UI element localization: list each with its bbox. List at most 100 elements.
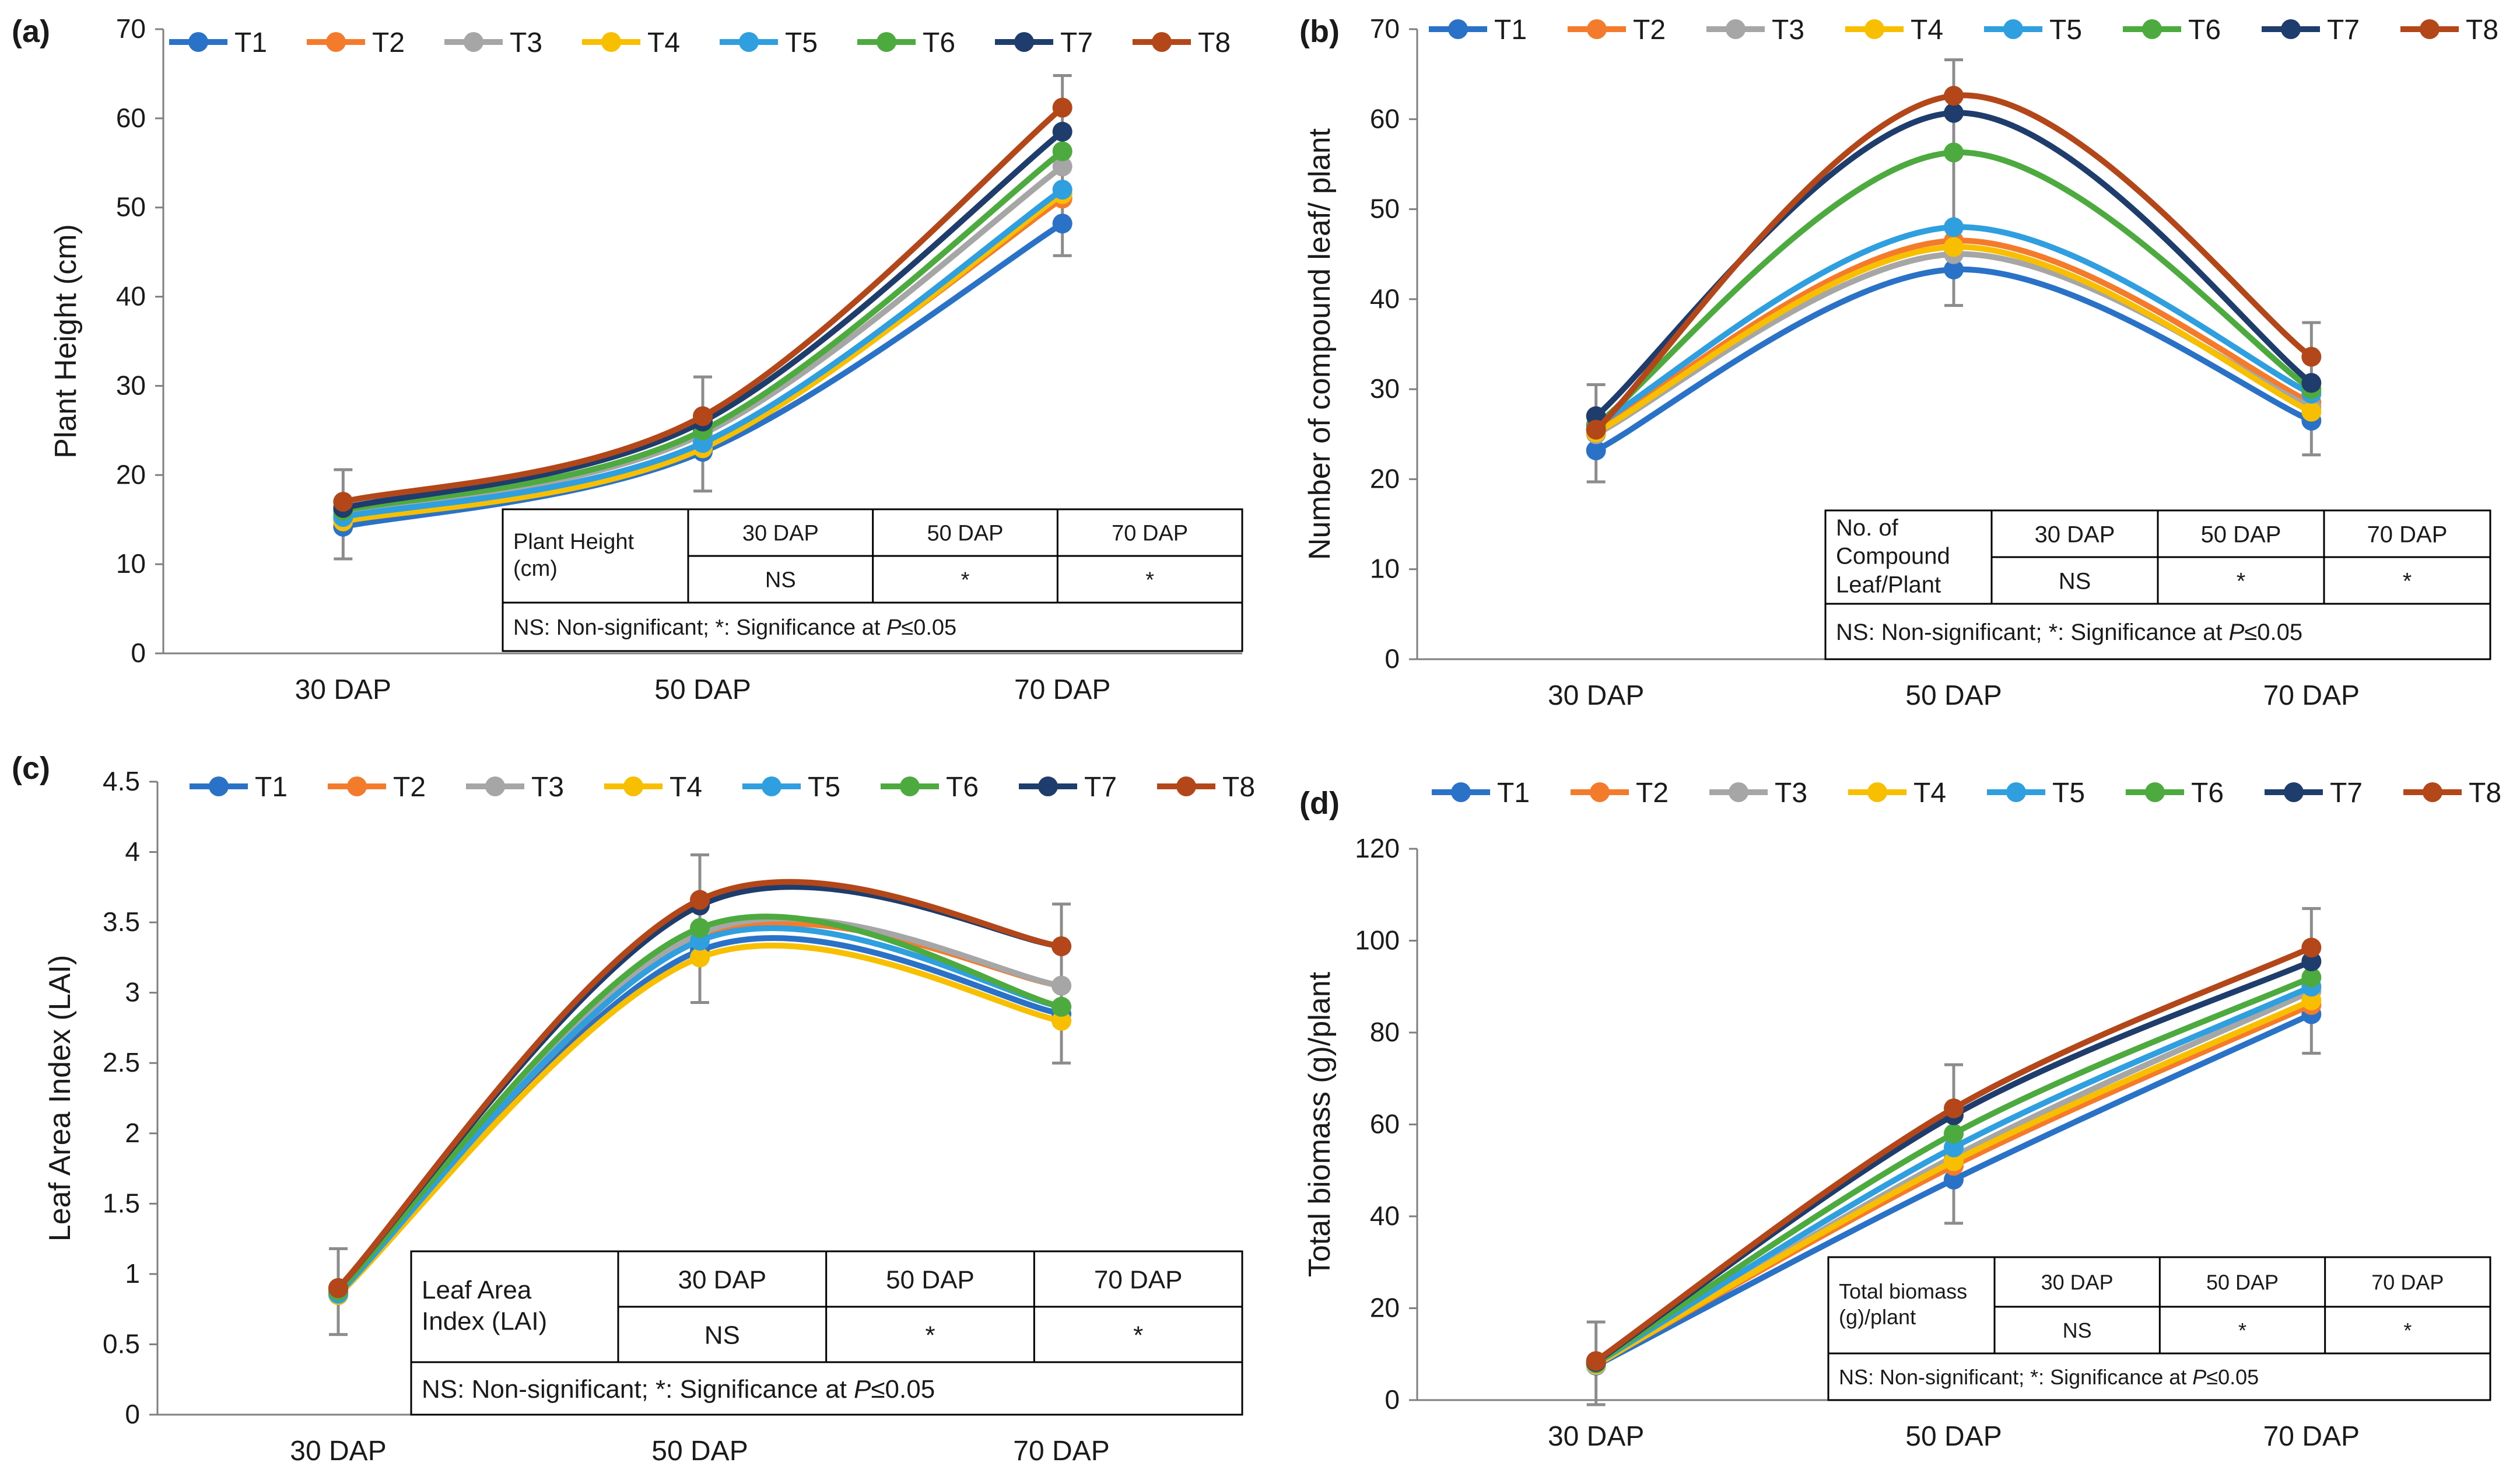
stats-table-value: * [961, 568, 970, 593]
stats-table-value: * [2403, 1318, 2412, 1342]
legend-item-t3: T3 [1706, 15, 1804, 46]
y-tick-label: 2.5 [103, 1047, 140, 1077]
legend-item-t8: T8 [2403, 778, 2501, 809]
legend-item-t8: T8 [2400, 15, 2498, 46]
y-tick-label: 30 [1370, 373, 1400, 404]
legend: T1 T2 T3 T4 T5 T6 T7 T8 [190, 772, 1255, 803]
y-tick-label: 0.5 [103, 1328, 140, 1359]
data-point-t8 [333, 492, 353, 512]
stats-table-value: * [2238, 1318, 2246, 1342]
stats-table-parameter: Plant Height (cm) [513, 530, 634, 581]
svg-text:T8: T8 [1222, 772, 1255, 803]
legend-item-t5: T5 [720, 27, 818, 58]
legend-item-t6: T6 [2123, 15, 2221, 46]
x-tick-label: 50 DAP [651, 1436, 748, 1467]
svg-text:T5: T5 [2049, 15, 2082, 46]
x-tick-label: 50 DAP [654, 674, 751, 705]
legend-item-t7: T7 [995, 27, 1093, 58]
stats-table-header: 30 DAP [678, 1265, 767, 1294]
panel-2: (c) 0 0.5 1 1.5 2 2.5 3 3.5 4 4.5 30 DAP 50 DAP 70 DA… [12, 751, 1255, 1467]
panel-label: (d) [1299, 786, 1340, 821]
panel-label: (b) [1299, 14, 1340, 49]
y-tick-label: 40 [1370, 284, 1400, 314]
svg-text:T4: T4 [1911, 15, 1943, 46]
legend-item-t1: T1 [169, 27, 267, 58]
svg-text:T1: T1 [1494, 15, 1527, 46]
y-tick-label: 1 [125, 1258, 140, 1289]
data-point-t4 [1052, 1010, 1071, 1031]
svg-text:T1: T1 [255, 772, 288, 803]
svg-text:T4: T4 [647, 27, 680, 58]
data-point-t6 [690, 918, 710, 938]
data-point-t7 [2301, 951, 2322, 971]
data-point-t4 [690, 947, 710, 968]
svg-text:T7: T7 [1060, 27, 1093, 58]
stats-table-value: * [2237, 568, 2246, 594]
legend-item-t5: T5 [1984, 15, 2082, 46]
legend-item-t8: T8 [1133, 27, 1231, 58]
y-tick-label: 2 [125, 1118, 140, 1148]
stats-table-header: 70 DAP [1112, 522, 1188, 546]
svg-text:T7: T7 [2327, 15, 2360, 46]
panel-label: (a) [12, 14, 50, 49]
data-point-t8 [1944, 86, 1964, 106]
x-tick-label: 70 DAP [1013, 1436, 1109, 1467]
svg-text:T4: T4 [670, 772, 702, 803]
svg-text:T7: T7 [1084, 772, 1117, 803]
data-point-t6 [1052, 141, 1073, 162]
data-point-t7 [1052, 121, 1073, 142]
stats-table-footnote: NS: Non-significant; *: Significance at … [513, 615, 956, 640]
data-point-t3 [1052, 975, 1071, 996]
y-tick-label: 70 [1370, 13, 1400, 44]
x-tick-label: 30 DAP [1548, 1421, 1644, 1452]
legend-item-t4: T4 [604, 772, 702, 803]
series-line-t8 [335, 879, 1064, 1291]
data-point-t8 [1944, 1098, 1964, 1118]
data-point-t8 [1052, 936, 1071, 957]
y-tick-label: 0 [1385, 643, 1400, 674]
y-tick-label: 20 [1370, 463, 1400, 494]
y-tick-label: 60 [1370, 1109, 1400, 1139]
legend-item-t3: T3 [444, 27, 542, 58]
y-axis-label: Plant Height (cm) [49, 224, 83, 459]
legend-item-t3: T3 [466, 772, 564, 803]
legend-item-t7: T7 [1019, 772, 1117, 803]
x-tick-label: 50 DAP [1905, 1421, 2002, 1452]
y-tick-label: 50 [1370, 194, 1400, 224]
y-tick-label: 50 [116, 192, 146, 222]
legend-item-t5: T5 [742, 772, 840, 803]
y-tick-label: 80 [1370, 1017, 1400, 1047]
panel-label: (c) [12, 751, 50, 786]
stats-table-header: 50 DAP [2206, 1270, 2279, 1294]
svg-text:T8: T8 [2469, 778, 2501, 809]
svg-text:T1: T1 [1497, 778, 1530, 809]
data-point-t5 [1944, 217, 1964, 237]
svg-text:T6: T6 [923, 27, 955, 58]
stats-table-value: * [925, 1321, 935, 1349]
legend-item-t1: T1 [1429, 15, 1527, 46]
y-tick-label: 120 [1355, 833, 1400, 863]
data-point-t6 [1944, 1124, 1964, 1144]
data-point-t1 [1586, 440, 1606, 461]
series-line-t6 [335, 914, 1064, 1294]
stats-table-header: 50 DAP [886, 1265, 975, 1294]
stats-table-header: 70 DAP [2367, 522, 2448, 547]
stats-table: No. of Compound Leaf/Plant 30 DAP NS 50 DAP * 7… [1824, 509, 2491, 660]
svg-text:T5: T5 [785, 27, 818, 58]
data-point-t5 [1052, 180, 1073, 200]
x-tick-label: 70 DAP [1014, 674, 1110, 705]
svg-text:T5: T5 [808, 772, 840, 803]
legend-item-t1: T1 [1432, 778, 1530, 809]
data-point-t4 [2301, 401, 2322, 422]
data-point-t8 [1586, 1351, 1606, 1371]
data-point-t5 [1944, 1137, 1964, 1157]
data-point-t7 [2301, 373, 2322, 393]
stats-table-value: NS [765, 568, 796, 593]
y-tick-label: 60 [1370, 103, 1400, 134]
x-tick-label: 30 DAP [1548, 680, 1644, 711]
legend-item-t2: T2 [1571, 778, 1669, 809]
data-point-t8 [693, 406, 713, 426]
